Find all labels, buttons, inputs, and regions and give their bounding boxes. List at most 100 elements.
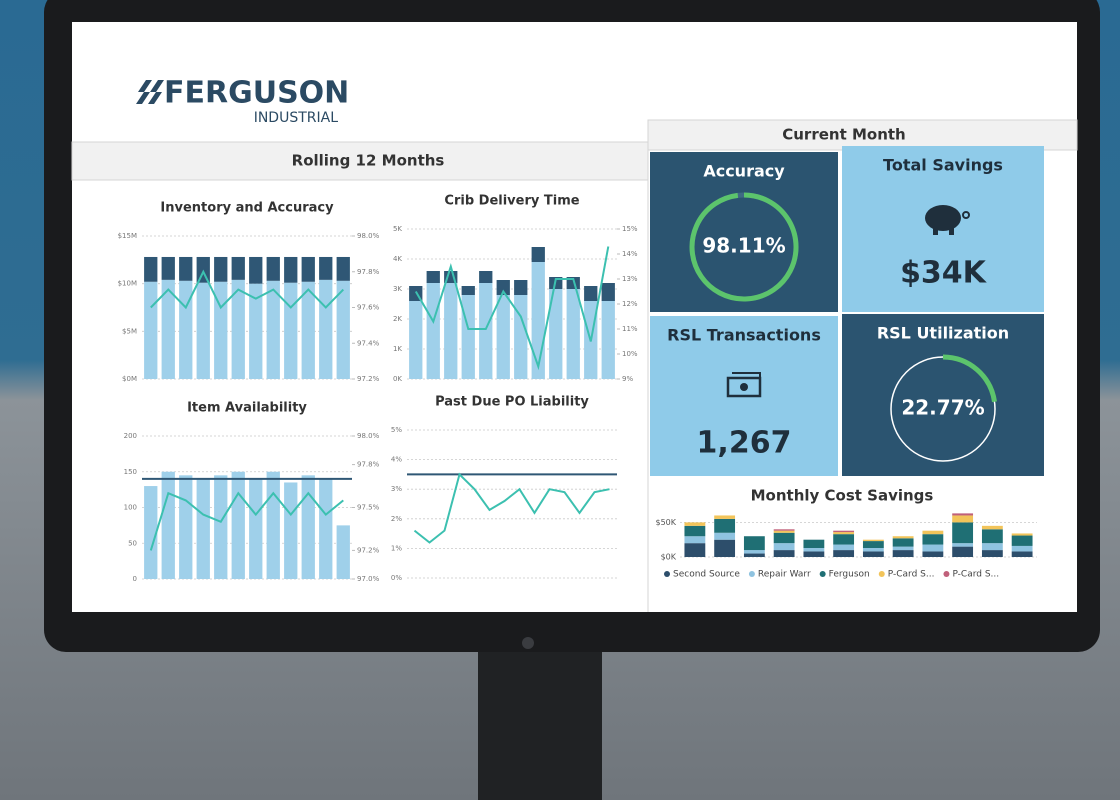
bar <box>514 295 528 379</box>
bar <box>566 289 580 379</box>
bar-segment <box>922 530 944 535</box>
bar <box>144 281 158 379</box>
legend-label: P-Card S... <box>952 570 999 580</box>
bar <box>479 271 493 283</box>
bar <box>196 478 210 579</box>
line-series <box>414 246 610 371</box>
bar-segment <box>892 538 914 547</box>
y-tick-label: 1% <box>391 544 402 552</box>
bar <box>179 280 193 379</box>
kpi-title: Accuracy <box>703 162 785 181</box>
section-title: Current Month <box>782 126 906 144</box>
bar-segment <box>1011 533 1033 536</box>
bar-segment <box>833 534 855 545</box>
bar <box>249 256 263 284</box>
brand: FERGUSON <box>164 76 349 111</box>
kpi-title: RSL Utilization <box>877 324 1009 343</box>
bar <box>584 286 598 301</box>
bar <box>196 282 210 379</box>
bar-segment <box>862 541 884 548</box>
piggy-leg <box>949 226 954 235</box>
bar-segment <box>952 522 974 544</box>
y2-tick-label: 97.0% <box>357 575 380 583</box>
bar <box>214 475 228 579</box>
monitor-stand <box>478 650 602 800</box>
y2-tick-label: 97.8% <box>357 461 380 469</box>
y2-tick-label: 97.6% <box>357 304 380 312</box>
kpi-tile <box>650 152 838 312</box>
bar-segment <box>833 532 855 535</box>
y-tick-label: 0% <box>391 574 402 582</box>
bar-segment <box>743 550 765 554</box>
y-tick-label: 1K <box>393 345 402 353</box>
bar <box>284 482 298 579</box>
bar-segment <box>743 553 765 557</box>
bar <box>231 279 245 379</box>
y-tick-label: $5M <box>122 327 137 335</box>
bar-segment <box>714 515 736 519</box>
y-tick-label: 100 <box>124 504 137 512</box>
y2-tick-label: 10% <box>622 350 638 358</box>
bar <box>266 471 280 579</box>
bar-segment <box>981 543 1003 551</box>
logo: FERGUSON INDUSTRIAL <box>136 76 349 126</box>
bar <box>601 301 615 379</box>
bar <box>301 475 315 579</box>
bar <box>514 280 528 295</box>
y2-tick-label: 9% <box>622 375 633 383</box>
bar <box>549 289 563 379</box>
y-tick-label: $10M <box>118 280 137 288</box>
bar-segment <box>684 522 706 526</box>
bar-segment <box>773 532 795 544</box>
bar-segment <box>773 543 795 551</box>
y-tick-label: 3K <box>393 285 402 293</box>
bar <box>144 486 158 579</box>
bar <box>161 256 175 280</box>
y-tick-label: 3% <box>391 485 402 493</box>
bar <box>266 280 280 379</box>
y2-tick-label: 97.2% <box>357 375 380 383</box>
y-tick-label: $0K <box>661 553 677 562</box>
legend-swatch <box>943 571 950 577</box>
bar <box>231 471 245 579</box>
kpi-title: Total Savings <box>883 156 1003 175</box>
bar <box>496 295 510 379</box>
bar <box>409 301 423 379</box>
y-tick-label: 200 <box>124 432 137 440</box>
piggy-tail <box>962 211 970 219</box>
bar <box>266 256 280 281</box>
piggy-icon <box>925 205 961 231</box>
bar <box>531 247 545 262</box>
y2-tick-label: 15% <box>622 225 638 233</box>
y-tick-label: $0M <box>122 375 137 383</box>
bar-segment <box>714 532 736 540</box>
bar-segment <box>952 546 974 557</box>
bar-segment <box>714 518 736 533</box>
bar <box>214 281 228 379</box>
y2-tick-label: 97.4% <box>357 339 380 347</box>
bar <box>319 478 333 579</box>
y-tick-label: 50 <box>128 539 137 547</box>
screen: FERGUSON INDUSTRIAL Rolling 12 Months Cu… <box>71 22 1078 612</box>
bar-segment <box>773 550 795 557</box>
bar <box>161 279 175 379</box>
legend-swatch <box>664 571 670 577</box>
bar <box>214 256 228 282</box>
bar <box>601 283 615 301</box>
ring-arc <box>689 192 799 302</box>
kpi-value: $34K <box>900 256 988 291</box>
y-tick-label: 0K <box>393 375 402 383</box>
y2-tick-label: 97.5% <box>357 504 380 512</box>
bar-segment <box>892 536 914 539</box>
line-series <box>413 472 610 544</box>
bar <box>461 286 475 295</box>
chart-title: Monthly Cost Savings <box>751 487 934 505</box>
y2-tick-label: 98.0% <box>357 232 380 240</box>
legend-label: Repair Warr <box>758 570 811 580</box>
bar-segment <box>862 548 884 552</box>
bar <box>426 271 440 283</box>
y-tick-label: 4% <box>391 456 402 464</box>
bar <box>249 478 263 579</box>
